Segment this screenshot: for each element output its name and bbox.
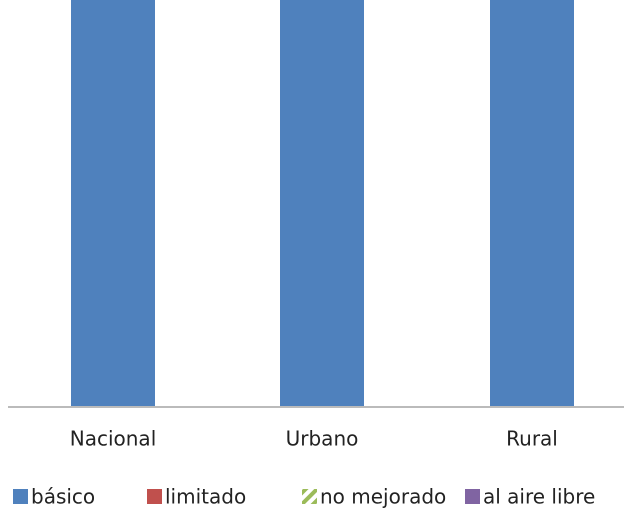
legend-label: básico [31,485,95,509]
bar-segment [280,0,364,407]
bar-segment [490,0,574,407]
x-tick-label: Nacional [70,427,157,451]
legend-swatch [302,489,317,504]
legend-label: limitado [165,485,246,509]
legend-label: no mejorado [320,485,446,509]
legend-label: al aire libre [483,485,595,509]
bar-segment [71,0,155,408]
legend-swatch [465,489,480,504]
x-tick-label: Rural [506,427,558,451]
legend-swatch [13,489,28,504]
legend-swatch [147,489,162,504]
x-tick-label: Urbano [286,427,359,451]
